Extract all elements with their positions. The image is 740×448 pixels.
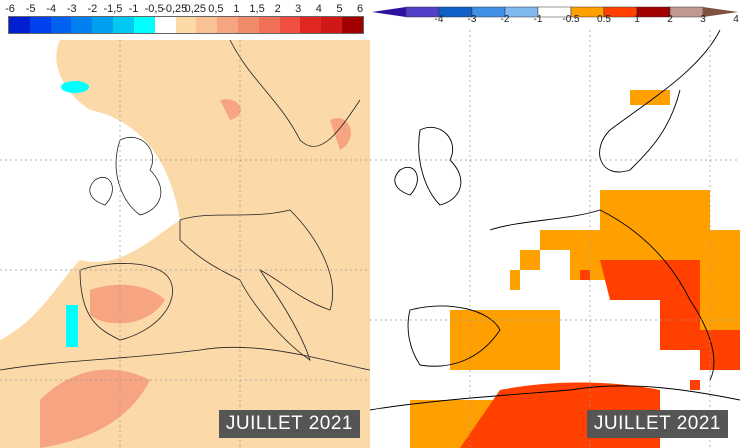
left-anomaly-map: -6 -5 -4 -3 -2 -1,5 -1 -0,5 -0,25 0,25 0,5 1 1,5 2 3 4 5… <box>0 3 370 448</box>
legend-swatch <box>154 17 176 33</box>
legend-label: 1 <box>634 14 640 25</box>
legend-label: -4 <box>434 14 444 25</box>
right-color-scale <box>372 6 738 18</box>
legend-label: -4 <box>46 3 57 15</box>
legend-arrow-high <box>703 7 738 17</box>
legend-label: 4 <box>733 14 739 25</box>
legend-swatch <box>175 17 197 33</box>
legend-label: 1 <box>233 3 240 15</box>
legend-label: -6 <box>5 3 15 15</box>
legend-label: -0.5 <box>562 14 580 25</box>
legend-label: -0,25 <box>162 3 188 15</box>
right-legend-labels: -4 -3 -2 -1 -0.5 0.5 1 2 3 4 <box>370 14 740 26</box>
legend-label: 1,5 <box>249 3 265 15</box>
legend-swatch <box>71 17 93 33</box>
right-map-canvas <box>370 30 740 448</box>
legend-swatch <box>258 17 280 33</box>
legend-swatch <box>217 17 238 33</box>
legend-swatch <box>92 17 114 33</box>
left-color-scale <box>8 16 364 34</box>
legend-label: 2 <box>274 3 281 15</box>
left-legend-labels: -6 -5 -4 -3 -2 -1,5 -1 -0,5 -0,25 0,25 0,5 1 1,5 2 3 4 5… <box>5 3 364 17</box>
legend-swatch <box>29 17 51 33</box>
month-label: JUILLET 2021 <box>586 410 728 438</box>
legend-swatch <box>300 17 322 33</box>
legend-label: -2 <box>500 14 510 25</box>
legend-label: -5 <box>25 3 36 15</box>
legend-label: 2 <box>667 14 673 25</box>
left-map-canvas <box>0 40 370 448</box>
legend-swatch <box>133 17 155 33</box>
legend-label: -3 <box>66 3 77 15</box>
legend-label: 3 <box>700 14 706 25</box>
legend-label: 4 <box>315 3 322 15</box>
legend-arrow-low <box>372 7 406 17</box>
right-anomaly-map: -4 -3 -2 -1 -0.5 0.5 1 2 3 4 JUILLET 2021 <box>370 0 740 448</box>
legend-swatch <box>196 17 218 33</box>
legend-label: 0.5 <box>597 14 611 25</box>
legend-label: 0,25 <box>184 3 206 15</box>
legend-label: -1 <box>128 3 139 15</box>
legend-swatch <box>279 17 301 33</box>
legend-swatch <box>113 17 134 33</box>
legend-label: -2 <box>87 3 98 15</box>
legend-swatch <box>50 17 72 33</box>
legend-swatch <box>237 17 259 33</box>
legend-swatch <box>321 17 342 33</box>
legend-label: -1,5 <box>103 3 123 15</box>
month-label: JUILLET 2021 <box>218 410 360 438</box>
legend-swatch <box>9 17 30 33</box>
legend-swatch <box>342 17 363 33</box>
legend-label: 6 <box>356 3 364 15</box>
legend-label: 3 <box>295 3 302 15</box>
legend-label: 0,5 <box>208 3 224 15</box>
legend-label: -3 <box>467 14 477 25</box>
legend-label: -1 <box>533 14 543 25</box>
legend-label: 5 <box>336 3 343 15</box>
legend-label: -0,5 <box>144 3 164 15</box>
